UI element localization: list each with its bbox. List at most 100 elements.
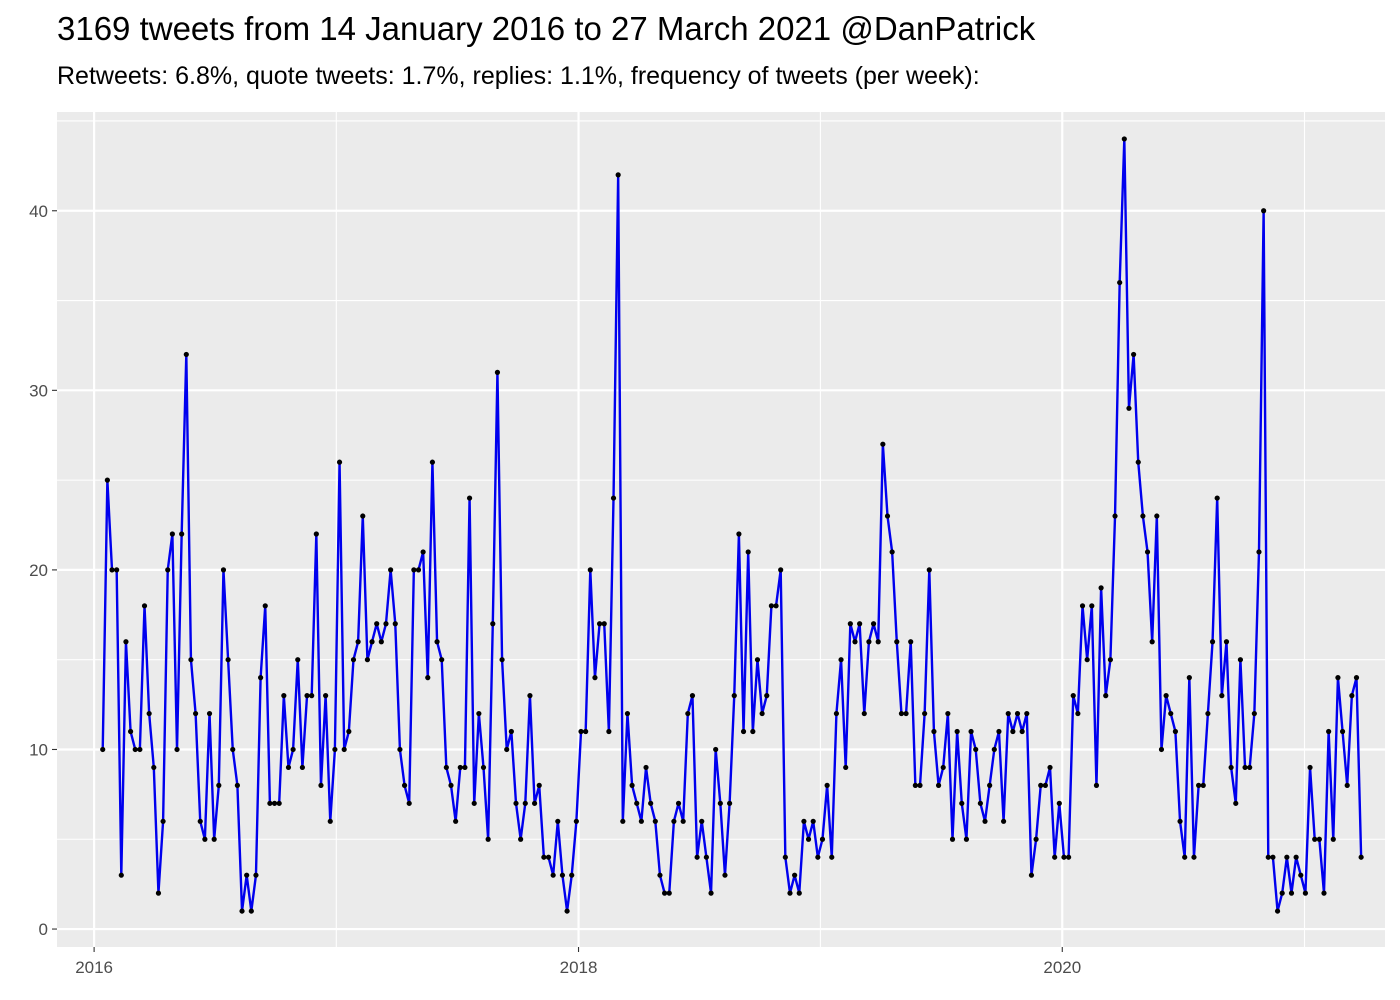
- data-point: [114, 567, 120, 573]
- data-point: [1251, 710, 1257, 717]
- data-point: [415, 567, 422, 573]
- data-point: [778, 567, 784, 573]
- data-point: [490, 621, 496, 627]
- x-tick-label: 2016: [75, 958, 113, 977]
- data-point: [202, 836, 208, 842]
- data-point: [211, 836, 217, 842]
- data-point: [736, 531, 742, 537]
- data-point: [216, 782, 222, 788]
- data-point: [926, 567, 932, 573]
- data-point: [959, 800, 965, 806]
- data-point: [908, 639, 914, 645]
- data-point: [643, 764, 649, 771]
- data-point: [443, 764, 449, 771]
- data-point: [1209, 639, 1216, 645]
- data-point: [1191, 854, 1197, 860]
- data-point: [894, 639, 900, 645]
- data-point: [1052, 854, 1058, 860]
- data-point: [350, 657, 357, 663]
- data-point: [1163, 693, 1169, 699]
- data-point: [439, 657, 445, 663]
- data-point: [935, 782, 942, 788]
- data-point: [1312, 836, 1318, 842]
- data-point: [1270, 854, 1276, 860]
- data-point: [100, 746, 106, 753]
- data-point: [880, 441, 886, 447]
- data-point: [109, 567, 115, 573]
- data-point: [708, 890, 714, 896]
- data-point: [160, 818, 166, 824]
- data-point: [963, 836, 970, 842]
- data-point: [323, 693, 329, 699]
- data-point: [174, 746, 180, 753]
- data-point: [606, 728, 612, 735]
- data-point: [332, 746, 338, 753]
- data-point: [1038, 782, 1044, 788]
- data-point: [123, 639, 129, 645]
- data-point: [768, 603, 775, 609]
- data-point: [680, 818, 686, 824]
- data-point: [792, 872, 798, 878]
- points-layer: [100, 136, 1364, 914]
- data-point: [536, 782, 542, 788]
- data-point: [290, 746, 296, 753]
- data-point: [569, 872, 575, 878]
- data-point: [239, 908, 245, 914]
- data-point: [1075, 710, 1081, 717]
- data-point: [1223, 639, 1230, 645]
- data-point: [313, 531, 319, 537]
- data-point: [285, 764, 292, 771]
- data-point: [1061, 854, 1067, 860]
- data-point: [857, 621, 863, 627]
- data-point: [847, 621, 853, 627]
- data-point: [392, 621, 398, 627]
- data-point: [987, 782, 993, 788]
- data-point: [1070, 693, 1076, 699]
- data-point: [875, 639, 881, 645]
- data-point: [183, 351, 189, 358]
- data-point: [253, 872, 259, 878]
- data-point: [401, 782, 408, 788]
- data-point: [1205, 710, 1211, 717]
- data-point: [1084, 657, 1090, 663]
- data-point: [843, 764, 849, 771]
- data-point: [1326, 728, 1332, 735]
- data-point: [968, 728, 974, 735]
- data-point: [346, 728, 352, 735]
- data-point: [1302, 890, 1309, 896]
- data-point: [1274, 908, 1281, 914]
- data-point: [620, 818, 626, 824]
- data-point: [271, 800, 278, 806]
- data-point: [230, 746, 236, 753]
- data-point: [1158, 746, 1165, 753]
- data-point: [457, 764, 463, 771]
- data-point: [429, 459, 436, 465]
- data-point: [912, 782, 918, 788]
- data-point: [1066, 854, 1072, 860]
- data-point: [267, 800, 273, 806]
- data-point: [1135, 459, 1141, 465]
- data-point: [671, 818, 677, 824]
- data-point: [462, 764, 468, 771]
- data-point: [629, 782, 635, 788]
- data-point: [1261, 208, 1267, 214]
- data-point: [494, 369, 501, 375]
- data-point: [796, 890, 802, 896]
- data-point: [258, 675, 264, 681]
- data-point: [1014, 710, 1021, 717]
- data-point: [991, 746, 997, 753]
- y-tick-label: 30: [29, 381, 48, 400]
- data-point: [801, 818, 807, 824]
- data-point: [527, 693, 533, 699]
- data-point: [1107, 657, 1113, 663]
- data-point: [675, 800, 682, 806]
- data-point: [504, 746, 510, 753]
- data-point: [513, 800, 519, 806]
- data-point: [188, 657, 194, 663]
- data-point: [750, 728, 756, 735]
- data-point: [740, 728, 747, 735]
- data-point: [531, 800, 538, 806]
- data-point: [146, 710, 152, 717]
- data-point: [197, 818, 203, 824]
- data-point: [327, 818, 333, 824]
